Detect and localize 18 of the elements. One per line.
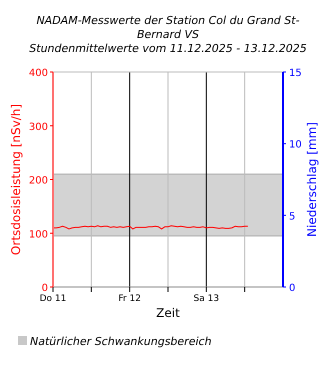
chart-title: NADAM-Messwerte der Station Col du Grand St-Bernard VS <box>36 14 300 41</box>
y-tick-label: 200 <box>28 176 48 186</box>
y-tick-label: 100 <box>28 229 48 240</box>
y2-tick-label: 0 <box>289 283 296 294</box>
legend-label: Natürlicher Schwankungsbereich <box>30 335 212 348</box>
y-tick-label: 0 <box>42 283 48 294</box>
x-tick-label: Fr 12 <box>118 294 141 304</box>
y2-tick-label: 15 <box>289 68 302 79</box>
y2-tick-label: 10 <box>289 140 302 151</box>
y-axis-title: Ortsdosisleistung [nSv/h] <box>9 104 23 256</box>
y2-tick-label: 5 <box>289 211 296 222</box>
y-tick-label: 400 <box>28 68 48 79</box>
x-axis-title: Zeit <box>156 306 180 320</box>
chart-subtitle: Stundenmittelwerte vom 11.12.2025 - 13.12.2025 <box>29 42 307 55</box>
x-tick-label: Sa 13 <box>194 294 220 304</box>
x-tick-label: Do 11 <box>40 294 66 304</box>
y2-axis-title: Niederschlag [mm] <box>305 122 319 237</box>
y-tick-label: 300 <box>28 122 48 133</box>
